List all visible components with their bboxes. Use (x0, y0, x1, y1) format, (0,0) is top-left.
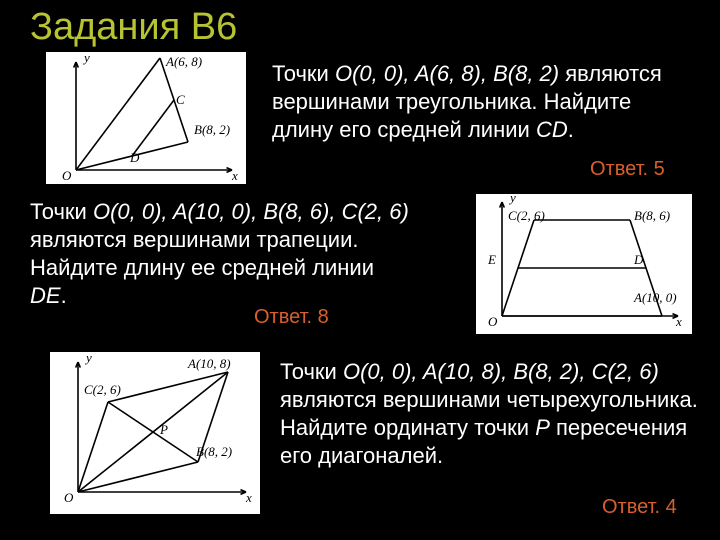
text: являются вершинами трапеции. Найдите дли… (30, 227, 374, 280)
text: . (568, 117, 574, 142)
svg-text:O: O (488, 314, 498, 329)
figure-3: Ox y A(10, 8) B(8, 2) C(2, 6) P (50, 352, 260, 514)
svg-text:B(8, 2): B(8, 2) (196, 444, 232, 459)
svg-text:x: x (675, 314, 682, 329)
problem-2-answer: Ответ. 8 (254, 306, 329, 329)
text: Точки (272, 61, 335, 86)
svg-text:C(2, 6): C(2, 6) (508, 208, 545, 223)
svg-text:A(10, 0): A(10, 0) (633, 290, 677, 305)
svg-text:y: y (508, 194, 516, 205)
points: O(0, 0), A(10, 0), B(8, 6), C(2, 6) (93, 199, 409, 224)
problem-1-text: Точки O(0, 0), A(6, 8), B(8, 2) являются… (272, 60, 692, 144)
figure-1: Ox y A(6, 8) B(8, 2) C D (46, 52, 246, 184)
svg-text:y: y (82, 52, 90, 65)
problem-2-text: Точки O(0, 0), A(10, 0), B(8, 6), C(2, 6… (30, 198, 410, 311)
svg-text:A(10, 8): A(10, 8) (187, 356, 231, 371)
svg-text:B(8, 6): B(8, 6) (634, 208, 670, 223)
svg-text:E: E (487, 252, 496, 267)
svg-text:y: y (84, 352, 92, 365)
text: Точки (280, 359, 343, 384)
problem-3-text: Точки O(0, 0), A(10, 8), B(8, 2), C(2, 6… (280, 358, 700, 471)
problem-1-answer: Ответ. 5 (590, 158, 665, 181)
svg-text:D: D (129, 150, 140, 165)
svg-text:x: x (231, 168, 238, 183)
segment: DE (30, 283, 61, 308)
svg-text:D: D (633, 252, 644, 267)
svg-text:A(6, 8): A(6, 8) (165, 54, 202, 69)
points: O(0, 0), A(6, 8), B(8, 2) (335, 61, 559, 86)
page-title: Задания В6 (30, 6, 237, 49)
points: O(0, 0), A(10, 8), B(8, 2), C(2, 6) (343, 359, 659, 384)
svg-text:P: P (159, 422, 168, 437)
text: . (61, 283, 67, 308)
svg-text:C: C (176, 92, 185, 107)
svg-text:B(8, 2): B(8, 2) (194, 122, 230, 137)
svg-text:O: O (64, 490, 74, 505)
figure-2: Ox y A(10, 0) B(8, 6) C(2, 6) D E (476, 194, 692, 334)
svg-text:O: O (62, 168, 72, 183)
text: Точки (30, 199, 93, 224)
segment: CD (536, 117, 568, 142)
svg-text:x: x (245, 490, 252, 505)
svg-text:C(2, 6): C(2, 6) (84, 382, 121, 397)
segment: P (535, 415, 550, 440)
problem-3-answer: Ответ. 4 (602, 496, 677, 519)
